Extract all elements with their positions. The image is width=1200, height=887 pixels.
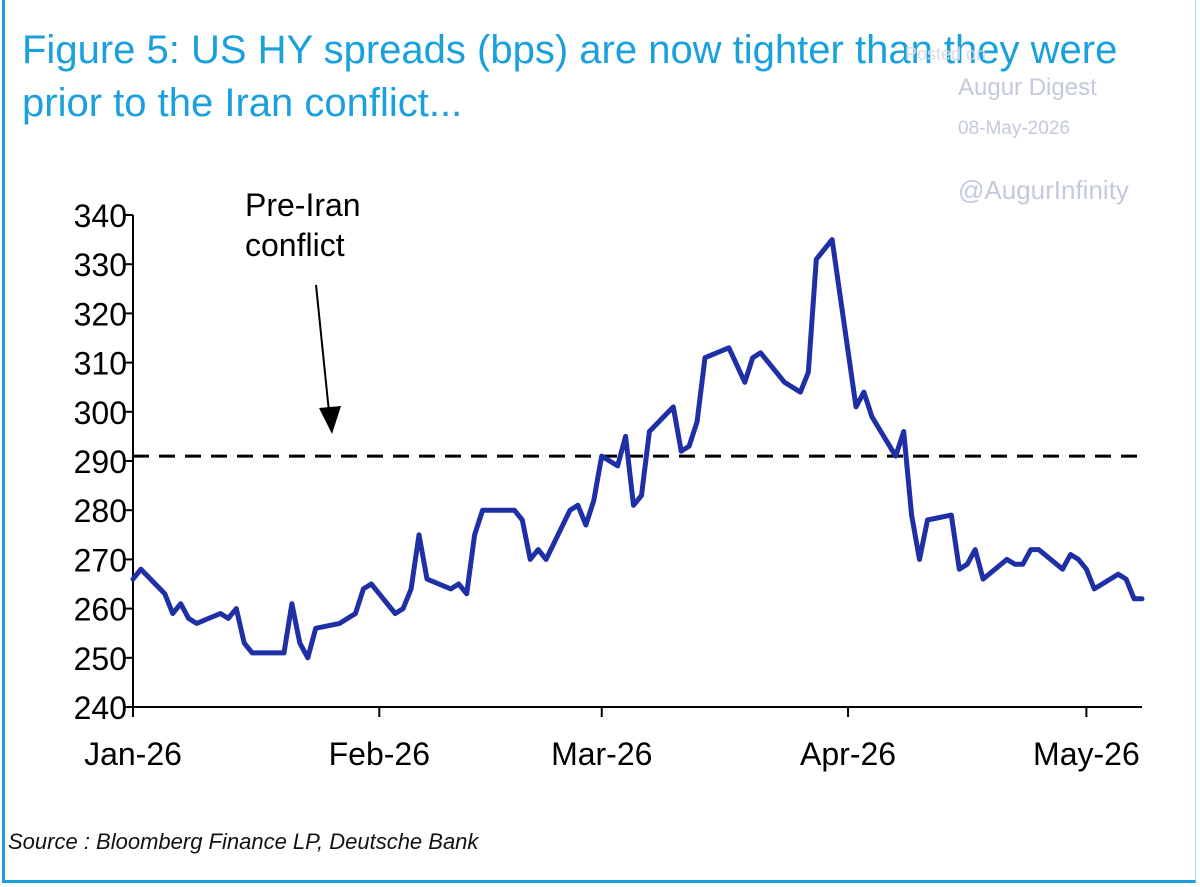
y-tick-label: 270 [74,542,127,578]
x-tick-label: Mar-26 [551,736,652,772]
y-tick-label: 280 [74,493,127,529]
watermark-publisher: Augur Digest [958,74,1097,101]
chart-title: Figure 5: US HY spreads (bps) are now ti… [22,28,1118,125]
y-tick-label: 310 [74,346,127,382]
y-axis: 240 250 260 270 280 290 300 310 320 330 340 [74,198,134,726]
y-tick-label: 340 [74,198,127,234]
x-axis: Jan-26 Feb-26 Mar-26 Apr-26 May-26 [84,706,1142,772]
x-tick-label: Feb-26 [329,736,430,772]
y-tick-label: 250 [74,641,127,677]
x-tick-label: May-26 [1033,736,1140,772]
x-tick-label: Jan-26 [84,736,182,772]
annotation-text-line-1: Pre-Iran [245,187,361,223]
y-tick-label: 330 [74,247,127,283]
watermark-handle: @AugurInfinity [958,175,1129,205]
hy-spread-series-line [130,237,1145,661]
y-tick-label: 300 [74,395,127,431]
annotation-arrow-head [319,406,341,434]
watermark-posted-on: Posted on [905,44,987,64]
annotation-text-line-2: conflict [245,227,345,263]
x-tick-label: Apr-26 [800,736,896,772]
y-tick-label: 290 [74,444,127,480]
y-tick-label: 320 [74,296,127,332]
pre-iran-annotation: Pre-Iran conflict [245,187,361,434]
watermark-date: 08-May-2026 [958,118,1070,139]
y-tick-label: 260 [74,592,127,628]
annotation-arrow-shaft [315,284,330,413]
source-note: Source : Bloomberg Finance LP, Deutsche … [8,829,479,854]
y-tick-label: 240 [74,690,127,726]
